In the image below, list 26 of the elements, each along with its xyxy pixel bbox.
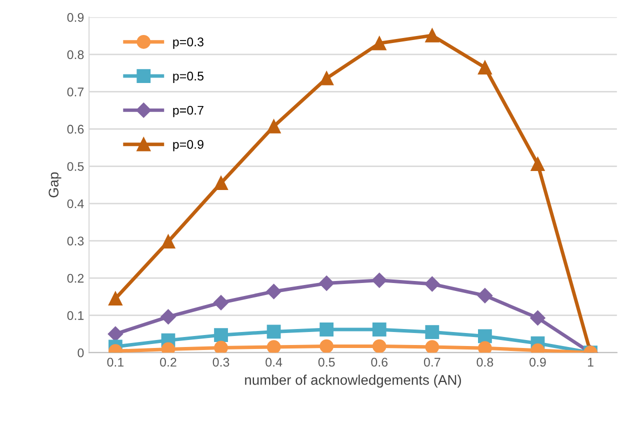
legend-label: p=0.5 [173,72,204,84]
y-tick-label: 0.3 [67,236,84,246]
legend-label: p=0.3 [173,38,204,49]
y-tick-label: 0.5 [67,162,84,171]
x-axis-title: number of acknowledgements (AN) [245,374,461,388]
y-tick-label: 0.9 [67,13,84,22]
y-tick-label: 0 [78,348,84,358]
y-axis-title: Gap [48,172,62,198]
y-tick-label: 0.7 [67,88,84,96]
y-tick-label: 0.8 [67,50,84,60]
x-tick-label: 0.8 [476,358,494,367]
legend-label: p=0.7 [173,106,204,118]
x-tick-label: 0.4 [266,358,282,367]
x-tick-label: 1 [588,358,594,367]
x-tick-label: 0.7 [424,358,440,367]
legend-label: p=0.9 [173,140,204,152]
y-tick-label: 0.4 [67,199,84,208]
x-tick-label: 0.3 [212,358,230,367]
y-tick-label: 0.1 [67,311,84,320]
x-tick-label: 0.6 [371,358,388,367]
x-tick-label: 0.1 [107,358,124,367]
y-tick-label: 0.2 [67,274,84,283]
x-tick-label: 0.2 [160,358,176,367]
x-tick-label: 0.9 [530,358,546,367]
y-tick-label: 0.6 [67,124,84,134]
x-tick-label: 0.5 [318,358,335,367]
